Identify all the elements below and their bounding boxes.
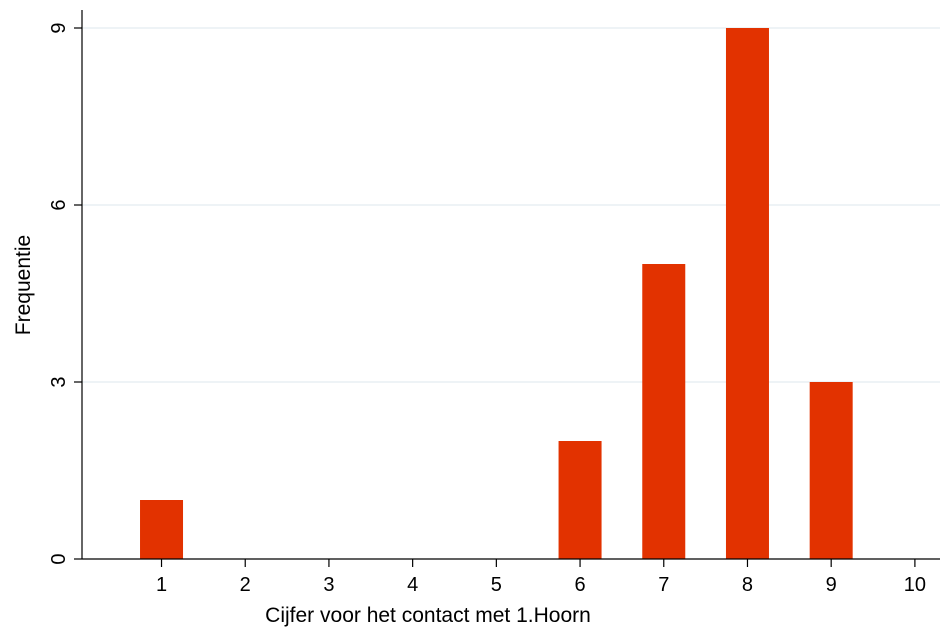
x-tick-label: 2 [240, 574, 251, 596]
bar-6 [558, 441, 602, 559]
bar-9 [809, 382, 853, 559]
y-tick-label: 0 [48, 553, 70, 564]
x-tick-label: 7 [658, 574, 669, 596]
y-tick-label: 6 [48, 199, 70, 210]
bar-8 [725, 28, 769, 559]
bar-7 [642, 264, 686, 559]
x-tick-label: 9 [826, 574, 837, 596]
gridlines [82, 27, 940, 383]
x-tick-label: 10 [904, 574, 926, 596]
y-axis-title: Frequentie [12, 235, 35, 335]
x-tick-label: 6 [574, 574, 585, 596]
axes [81, 10, 940, 560]
x-tick-label: 5 [491, 574, 502, 596]
x-tick-label: 8 [742, 574, 753, 596]
x-ticks: 1 2 3 4 5 6 7 8 9 10 [156, 559, 926, 596]
y-tick-label: 3 [48, 376, 70, 387]
x-tick-label: 4 [407, 574, 418, 596]
x-axis-title: Cijfer voor het contact met 1.Hoorn [265, 604, 591, 627]
bars [140, 28, 853, 559]
bar-1 [140, 500, 184, 559]
x-tick-label: 3 [323, 574, 334, 596]
y-tick-label: 9 [48, 22, 70, 33]
x-tick-label: 1 [156, 574, 167, 596]
y-ticks: 0 3 6 9 [48, 22, 82, 565]
